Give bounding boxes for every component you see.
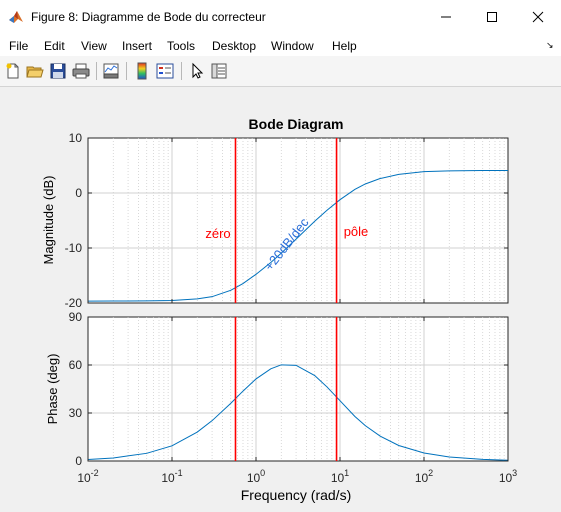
menu-bar: File Edit View Insert Tools Desktop Wind… [0, 34, 561, 56]
property-inspector-icon[interactable] [210, 62, 228, 80]
x-tick-base: 10 [499, 471, 513, 485]
x-tick-base: 10 [161, 471, 175, 485]
pole-annotation: pôle [344, 224, 369, 239]
new-figure-icon[interactable] [4, 62, 22, 80]
magnitude-ytick-label: -10 [65, 241, 83, 255]
print-icon[interactable] [72, 62, 90, 80]
x-tick-base: 10 [415, 471, 429, 485]
window-title: Figure 8: Diagramme de Bode du correcteu… [31, 10, 266, 24]
close-icon [532, 11, 544, 23]
x-tick-exponent: 0 [260, 468, 265, 478]
chart-title: Bode Diagram [249, 116, 344, 132]
toolbar-separator [96, 62, 97, 80]
title-bar: Figure 8: Diagramme de Bode du correcteu… [0, 0, 561, 34]
menu-desktop[interactable]: Desktop [212, 39, 257, 53]
phase-ytick-label: 0 [75, 454, 82, 468]
phase-curve [87, 364, 509, 461]
menu-file[interactable]: File [9, 39, 29, 53]
figure-canvas: Bode Diagram -20 -10 0 10 0 30 60 90 10-2 10-1 100… [0, 87, 561, 507]
magnitude-ylabel: Magnitude (dB) [41, 176, 56, 265]
menu-window[interactable]: Window [271, 39, 314, 53]
x-tick-label: 10-1 [161, 468, 182, 485]
x-tick-exponent: 3 [512, 468, 517, 478]
toolbar-separator [181, 62, 182, 80]
save-icon[interactable] [49, 62, 67, 80]
edit-plot-arrow-icon[interactable] [188, 62, 206, 80]
grid-layer [88, 138, 508, 461]
menu-view[interactable]: View [81, 39, 107, 53]
magnitude-curve [87, 170, 509, 302]
x-tick-exponent: -2 [91, 468, 99, 478]
magnitude-ytick-label: 0 [75, 186, 82, 200]
menu-insert[interactable]: Insert [122, 39, 153, 53]
menu-help[interactable]: Help [332, 39, 357, 53]
phase-axes [87, 316, 509, 462]
magnitude-ytick-label: -20 [65, 296, 83, 310]
close-button[interactable] [515, 0, 561, 34]
marker-layer [234, 138, 338, 461]
minimize-button[interactable] [423, 0, 469, 34]
x-tick-exponent: -1 [175, 468, 183, 478]
menu-tools[interactable]: Tools [167, 39, 196, 53]
toolbar-separator [126, 62, 127, 80]
matlab-icon [9, 11, 23, 23]
x-tick-base: 10 [247, 471, 261, 485]
zero-annotation: zéro [205, 226, 230, 241]
colorbar-icon[interactable] [133, 62, 151, 80]
menu-edit[interactable]: Edit [44, 39, 65, 53]
x-tick-label: 103 [499, 468, 517, 485]
x-tick-exponent: 2 [428, 468, 433, 478]
phase-ytick-label: 30 [69, 406, 83, 420]
phase-ytick-label: 60 [69, 358, 83, 372]
phase-ytick-label: 90 [69, 310, 83, 324]
link-plot-icon[interactable] [102, 62, 120, 80]
x-axis-label: Frequency (rad/s) [241, 487, 351, 503]
x-tick-label: 100 [247, 468, 265, 485]
phase-ylabel: Phase (deg) [45, 354, 60, 425]
figure-toolbar [0, 56, 561, 87]
maximize-icon [487, 12, 497, 22]
magnitude-axes [87, 137, 509, 304]
legend-icon[interactable] [156, 62, 174, 80]
x-tick-label: 102 [415, 468, 433, 485]
x-tick-label: 10-2 [77, 468, 98, 485]
magnitude-ytick-label: 10 [69, 131, 83, 145]
dock-arrow-icon[interactable]: ↘ [546, 40, 554, 50]
curve-layer [87, 170, 509, 461]
x-tick-exponent: 1 [344, 468, 349, 478]
x-tick-base: 10 [77, 471, 91, 485]
maximize-button[interactable] [469, 0, 515, 34]
x-tick-label: 101 [331, 468, 349, 485]
x-tick-base: 10 [331, 471, 345, 485]
open-file-icon[interactable] [26, 62, 44, 80]
minimize-icon [441, 16, 451, 18]
